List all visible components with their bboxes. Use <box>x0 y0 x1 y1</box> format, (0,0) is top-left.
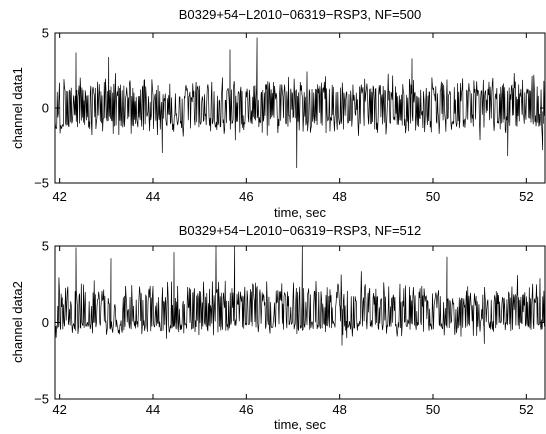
y-axis-label-2: channel data2 <box>10 281 25 363</box>
x-axis-label-2: time, sec <box>274 417 327 432</box>
y-tick-label: 0 <box>42 101 49 116</box>
y-axis-label-1: channel data1 <box>10 67 25 149</box>
series-line-2 <box>55 246 545 346</box>
chart-title-1: B0329+54−L2010−06319−RSP3, NF=500 <box>179 7 422 22</box>
y-tick-label: 0 <box>42 315 49 330</box>
x-tick-label: 52 <box>519 189 533 204</box>
x-tick-label: 48 <box>332 189 346 204</box>
series-line-1 <box>55 37 545 169</box>
y-tick-label: 5 <box>42 239 49 254</box>
plot-area-2 <box>55 246 545 346</box>
x-tick-label: 44 <box>146 402 160 417</box>
y-tick-label: −5 <box>34 392 49 407</box>
chart-panel-2: B0329+54−L2010−06319−RSP3, NF=512 42 44 46… <box>10 223 546 432</box>
chart-title-2: B0329+54−L2010−06319−RSP3, NF=512 <box>179 223 422 238</box>
x-tick-label: 48 <box>332 402 346 417</box>
x-tick-label: 50 <box>426 402 440 417</box>
x-tick-label: 44 <box>146 189 160 204</box>
y-tick-label: −5 <box>34 176 49 191</box>
x-tick-label: 50 <box>426 189 440 204</box>
x-tick-label: 52 <box>519 402 533 417</box>
y-tick-label: 5 <box>42 26 49 41</box>
x-tick-label: 42 <box>52 402 66 417</box>
x-tick-label: 46 <box>239 402 253 417</box>
x-tick-label: 46 <box>239 189 253 204</box>
plot-area-1 <box>55 37 545 169</box>
x-axis-label-1: time, sec <box>274 205 327 220</box>
chart-panel-1: B0329+54−L2010−06319−RSP3, NF=500 42 44 46… <box>10 7 546 220</box>
x-tick-label: 42 <box>52 189 66 204</box>
